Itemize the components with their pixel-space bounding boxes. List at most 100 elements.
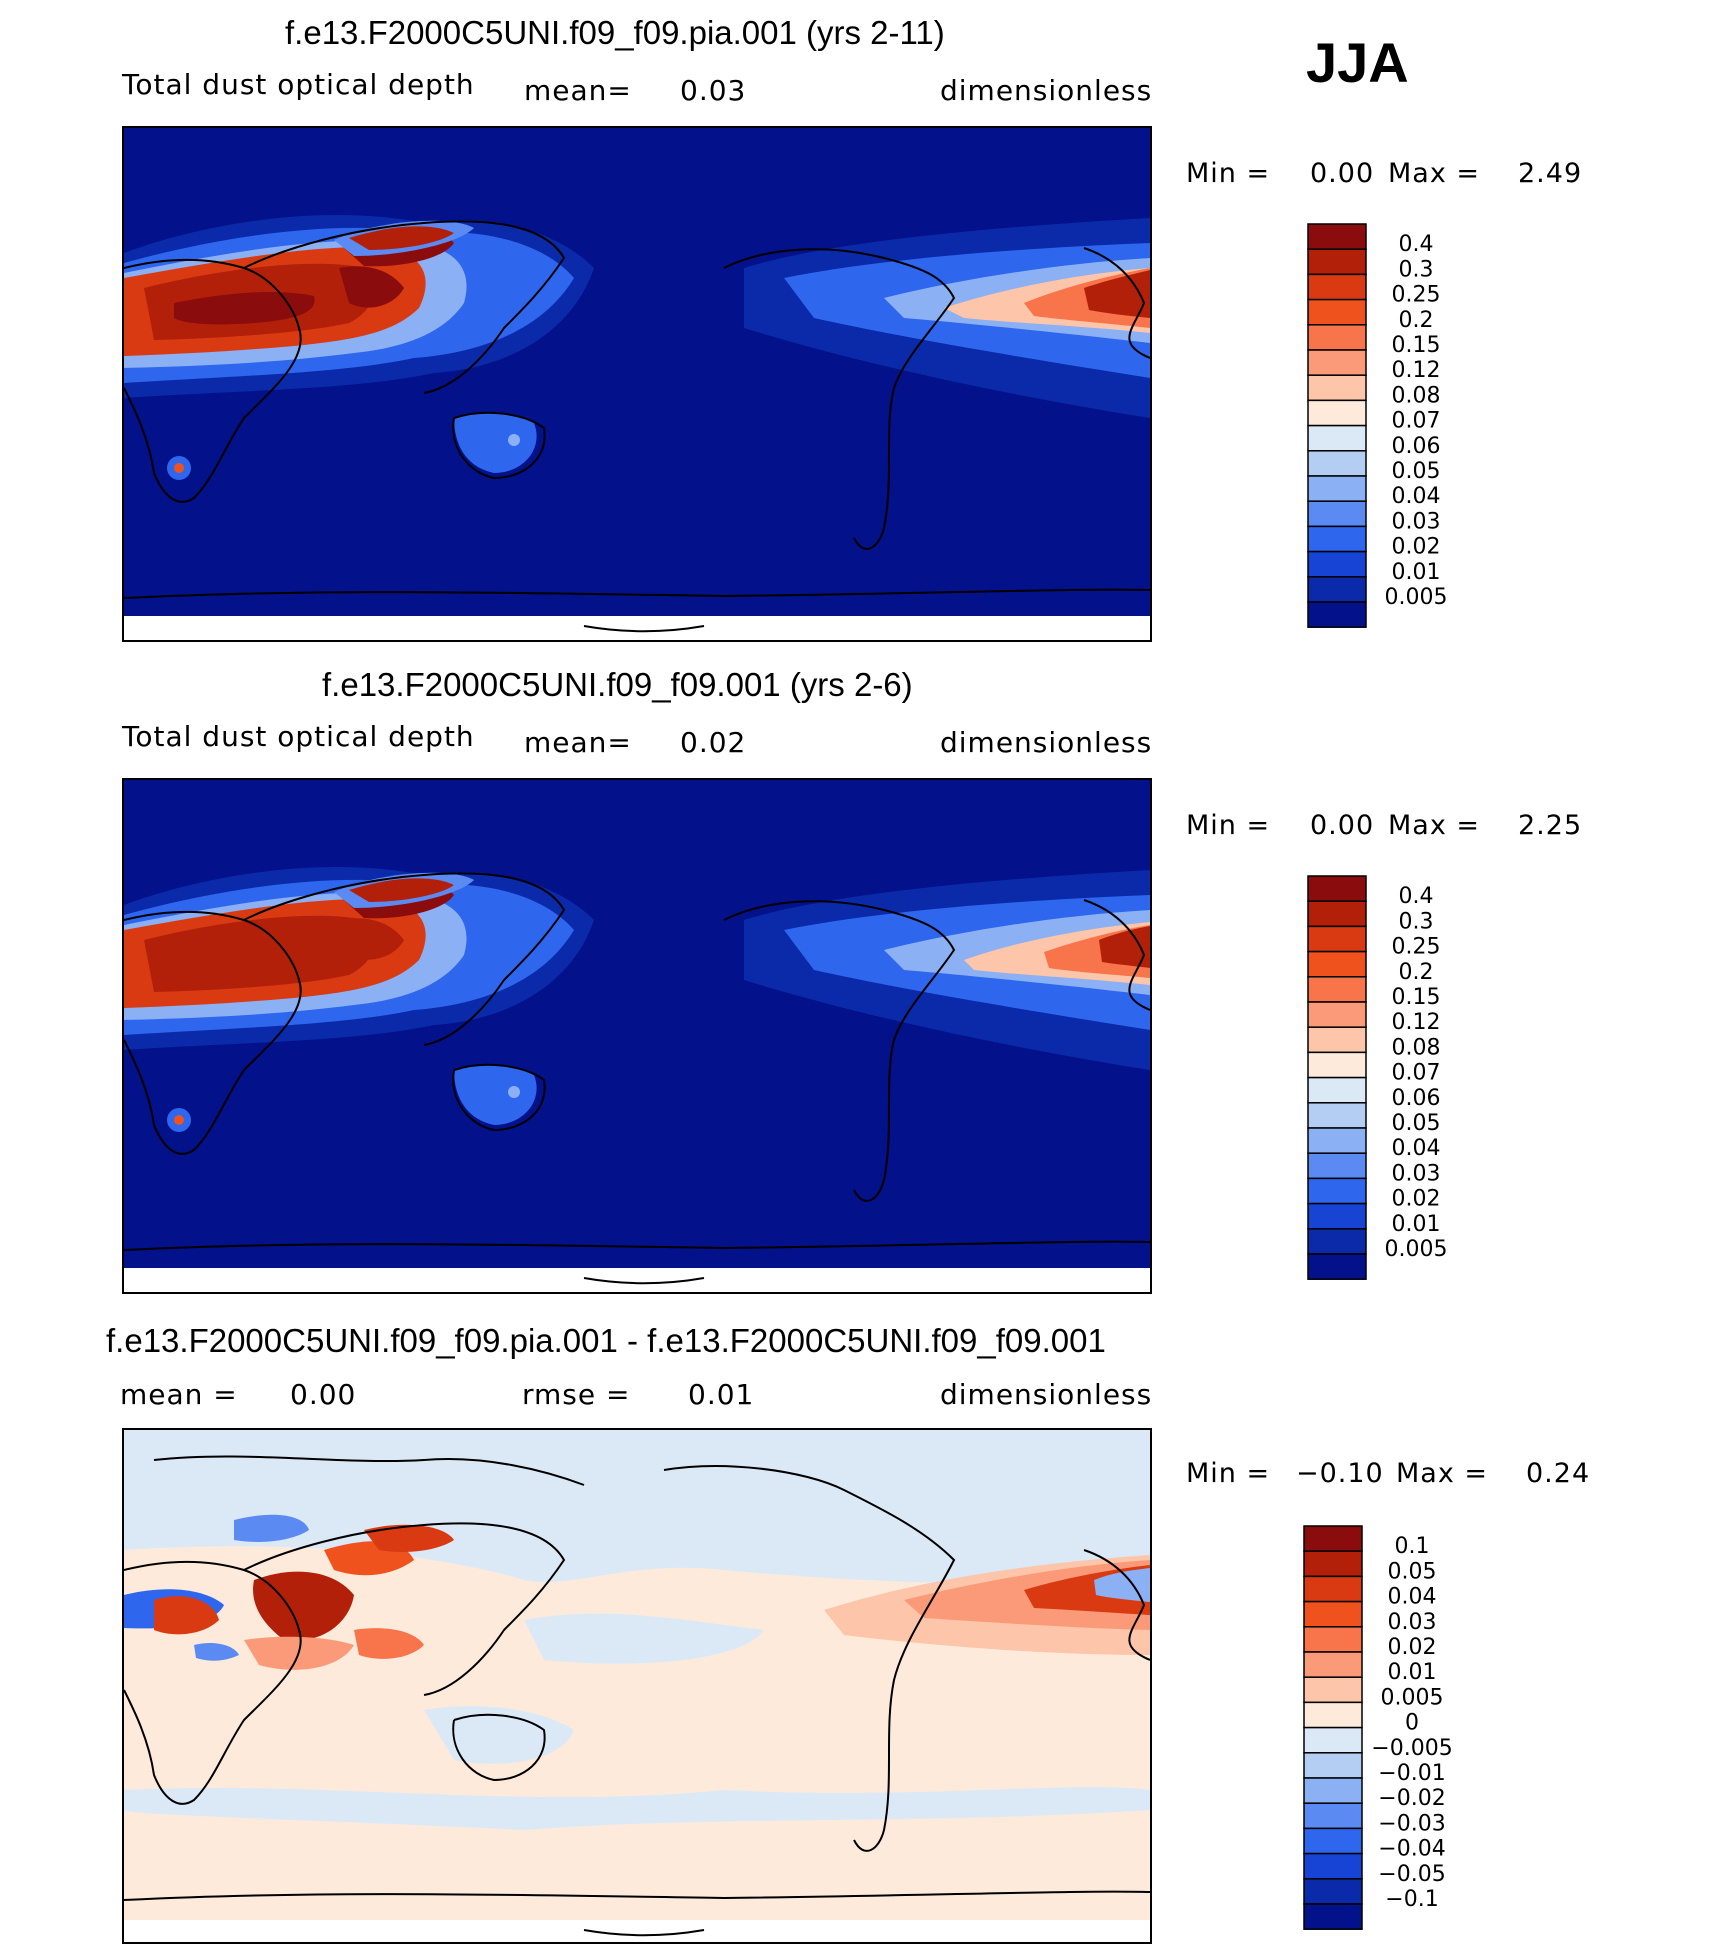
colorbar-tick-label: 0.05 <box>1388 1559 1437 1584</box>
panel-2-colorbar: 0.40.30.250.20.150.120.080.070.060.050.0… <box>1307 875 1448 1280</box>
panel-3-units: dimensionless <box>940 1378 1153 1411</box>
colorbar-tick-label: 0.3 <box>1399 909 1434 934</box>
colorbar-swatch <box>1307 500 1367 528</box>
colorbar-swatch <box>1307 1253 1367 1280</box>
panel-3-mean-value: 0.00 <box>290 1378 357 1411</box>
colorbar-swatch <box>1303 1726 1363 1754</box>
panel-1-max-value: 2.49 <box>1518 158 1583 189</box>
colorbar-tick-label: 0.04 <box>1392 484 1441 509</box>
panel-2-max-value: 2.25 <box>1518 810 1583 841</box>
colorbar-swatch <box>1303 1575 1363 1603</box>
panel-1-min-label: Min = <box>1186 158 1271 189</box>
colorbar-tick-label: 0.05 <box>1392 459 1441 484</box>
colorbar-tick-label: 0.4 <box>1399 232 1434 257</box>
panel-3-max-value: 0.24 <box>1526 1458 1591 1489</box>
colorbar-swatch <box>1307 1202 1367 1230</box>
colorbar-tick-label: 0.01 <box>1388 1660 1437 1685</box>
colorbar-swatch <box>1307 1127 1367 1154</box>
colorbar-swatch <box>1307 349 1367 376</box>
colorbar-swatch <box>1307 950 1367 978</box>
colorbar-swatch <box>1307 576 1367 603</box>
colorbar-swatch <box>1303 1903 1363 1930</box>
colorbar-tick-label: 0.02 <box>1392 1187 1441 1212</box>
colorbar-swatch <box>1303 1651 1363 1678</box>
panel-2-min-label: Min = <box>1186 810 1271 841</box>
panel-3-map <box>122 1428 1152 1944</box>
colorbar-tick-label: 0.02 <box>1388 1635 1437 1660</box>
colorbar-tick-label: −0.1 <box>1385 1887 1438 1912</box>
panel-1-variable: Total dust optical depth <box>122 68 475 101</box>
colorbar-swatch <box>1307 424 1367 452</box>
colorbar-swatch <box>1303 1626 1363 1653</box>
colorbar-tick-label: 0.08 <box>1392 383 1441 408</box>
colorbar-swatch <box>1307 399 1367 427</box>
colorbar-swatch <box>1303 1777 1363 1804</box>
colorbar-swatch <box>1307 1152 1367 1180</box>
colorbar-tick-label: 0.03 <box>1392 1161 1441 1186</box>
panel-1-colorbar: 0.40.30.250.20.150.120.080.070.060.050.0… <box>1307 223 1448 628</box>
panel-3-rmse-label: rmse = <box>522 1378 631 1411</box>
colorbar-swatch <box>1307 475 1367 502</box>
colorbar-tick-label: 0.1 <box>1395 1534 1430 1559</box>
colorbar-swatch <box>1307 601 1367 628</box>
colorbar-tick-label: 0 <box>1405 1711 1419 1736</box>
colorbar-tick-label: 0.005 <box>1385 1237 1448 1262</box>
colorbar-swatch <box>1307 1177 1367 1205</box>
colorbar-swatch <box>1307 273 1367 301</box>
colorbar-tick-label: 0.05 <box>1392 1111 1441 1136</box>
colorbar-swatch <box>1303 1827 1363 1855</box>
panel-2-variable: Total dust optical depth <box>122 720 475 753</box>
colorbar-swatch <box>1307 223 1367 250</box>
colorbar-tick-label: −0.01 <box>1378 1761 1445 1786</box>
colorbar-swatch <box>1307 1228 1367 1255</box>
panel-2-title: f.e13.F2000C5UNI.f09_f09.001 (yrs 2-6) <box>322 666 913 703</box>
colorbar-swatch <box>1303 1676 1363 1704</box>
panel-3-min-value: −0.10 <box>1296 1458 1384 1489</box>
panel-3-colorbar: 0.10.050.040.030.020.010.0050−0.005−0.01… <box>1303 1525 1453 1930</box>
colorbar-swatch <box>1303 1701 1363 1729</box>
panel-3-max-label: Max = <box>1396 1458 1489 1489</box>
panel-1-min-value: 0.00 <box>1310 158 1375 189</box>
colorbar-tick-label: 0.15 <box>1392 333 1441 358</box>
colorbar-tick-label: −0.005 <box>1371 1736 1452 1761</box>
colorbar-swatch <box>1303 1600 1363 1628</box>
panel-2-mean-value: 0.02 <box>680 726 747 759</box>
panel-2-units: dimensionless <box>940 726 1153 759</box>
colorbar-swatch <box>1307 1001 1367 1028</box>
colorbar-tick-label: −0.04 <box>1378 1837 1445 1862</box>
panel-3-min-label: Min = <box>1186 1458 1271 1489</box>
colorbar-tick-label: 0.01 <box>1392 560 1441 585</box>
colorbar-tick-label: 0.07 <box>1392 409 1441 434</box>
colorbar-tick-label: 0.08 <box>1392 1035 1441 1060</box>
colorbar-swatch <box>1307 525 1367 553</box>
colorbar-swatch <box>1307 1051 1367 1079</box>
colorbar-swatch <box>1307 925 1367 953</box>
colorbar-tick-label: 0.25 <box>1392 935 1441 960</box>
colorbar-tick-label: 0.005 <box>1385 585 1448 610</box>
colorbar-swatch <box>1307 1102 1367 1129</box>
colorbar-swatch <box>1303 1878 1363 1905</box>
colorbar-tick-label: 0.3 <box>1399 257 1434 282</box>
colorbar-tick-label: 0.15 <box>1392 985 1441 1010</box>
colorbar-tick-label: 0.07 <box>1392 1061 1441 1086</box>
colorbar-tick-label: 0.4 <box>1399 884 1434 909</box>
panel-2-mean-label: mean= <box>524 726 632 759</box>
colorbar-tick-label: 0.12 <box>1392 1010 1441 1035</box>
colorbar-tick-label: −0.02 <box>1378 1786 1445 1811</box>
panel-3-mean-label: mean = <box>120 1378 238 1411</box>
season-label: JJA <box>1306 31 1409 94</box>
colorbar-swatch <box>1307 374 1367 402</box>
colorbar-swatch <box>1307 900 1367 928</box>
colorbar-tick-label: 0.03 <box>1392 509 1441 534</box>
panel-1-map <box>122 126 1152 642</box>
colorbar-tick-label: 0.01 <box>1392 1212 1441 1237</box>
colorbar-tick-label: 0.02 <box>1392 535 1441 560</box>
colorbar-swatch <box>1307 976 1367 1003</box>
panel-2-min-value: 0.00 <box>1310 810 1375 841</box>
colorbar-tick-label: 0.04 <box>1392 1136 1441 1161</box>
panel-1-units: dimensionless <box>940 74 1153 107</box>
colorbar-swatch <box>1307 450 1367 477</box>
panel-3-rmse-value: 0.01 <box>688 1378 755 1411</box>
panel-3-title: f.e13.F2000C5UNI.f09_f09.pia.001 - f.e13… <box>106 1322 1106 1359</box>
colorbar-swatch <box>1307 298 1367 326</box>
